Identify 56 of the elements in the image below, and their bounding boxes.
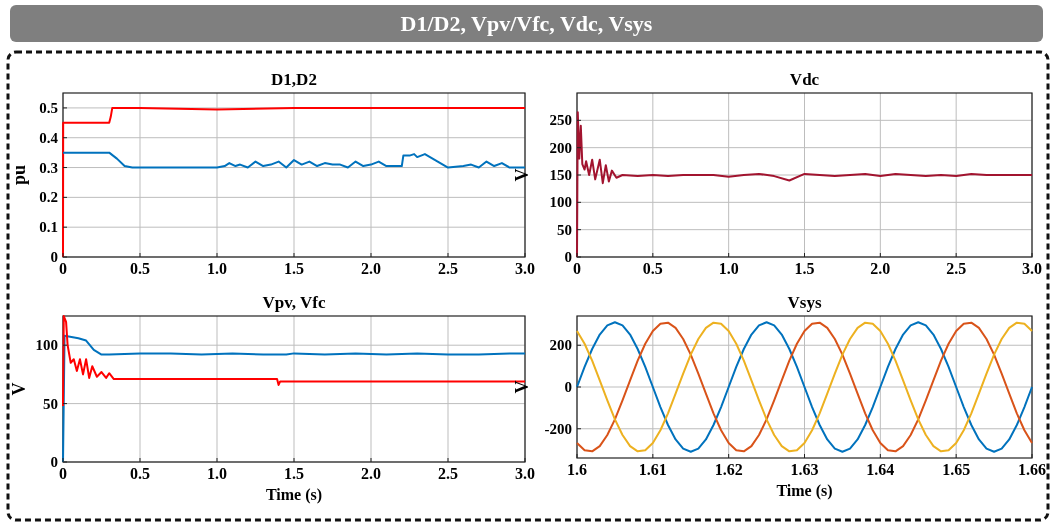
x-axis-title: Time (s) <box>265 486 323 504</box>
y-axis-title: pu <box>9 164 29 186</box>
x-tick-label: 1.65 <box>942 461 971 478</box>
y-tick-label: 0 <box>564 379 572 395</box>
y-tick-label: 200 <box>549 139 572 156</box>
y-tick-label: 0 <box>50 249 58 265</box>
x-tick-label: 2.5 <box>438 260 458 277</box>
y-tick-label: 0.4 <box>39 129 59 146</box>
y-tick-label: 0.2 <box>39 189 58 206</box>
chart-title: Vdc <box>789 70 820 89</box>
x-tick-label: 1.63 <box>790 461 819 478</box>
y-axis-title: V <box>512 380 532 394</box>
x-tick-label: 1.5 <box>284 260 304 277</box>
y-tick-label: -200 <box>544 420 572 437</box>
y-tick-label: 200 <box>549 337 572 354</box>
y-tick-label: 0.5 <box>39 99 58 116</box>
chart-title: D1,D2 <box>271 70 317 89</box>
y-tick-label: 50 <box>43 395 58 412</box>
x-tick-label: 1.64 <box>866 461 895 478</box>
y-tick-label: 100 <box>35 337 58 354</box>
line-series <box>62 315 526 407</box>
x-tick-label: 0.5 <box>130 260 150 277</box>
x-axis-title: Time (s) <box>776 482 833 500</box>
x-tick-label: 1.5 <box>284 465 304 482</box>
y-tick-label: 0.1 <box>39 219 58 236</box>
x-tick-label: 1.0 <box>207 465 227 482</box>
chart-title: Vsys <box>787 293 822 312</box>
x-tick-label: 1.5 <box>794 260 815 277</box>
x-tick-label: 1.0 <box>207 260 227 277</box>
text: D1/D2, Vpv/Vfc, Vdc, Vsys <box>400 11 653 36</box>
x-tick-label: 2.0 <box>870 260 891 277</box>
line-series <box>62 151 526 169</box>
chart-title: Vpv, Vfc <box>262 293 326 312</box>
y-axis-title: V <box>9 382 29 396</box>
y-tick-label: 100 <box>549 194 572 211</box>
y-tick-label: 150 <box>549 167 572 183</box>
x-tick-label: 1.61 <box>638 461 667 478</box>
x-tick-label: 1.62 <box>714 461 743 478</box>
y-tick-label: 50 <box>557 221 572 238</box>
x-tick-label: 3.0 <box>1022 260 1042 277</box>
line-series <box>576 321 1033 453</box>
y-axis-title: V <box>512 168 532 182</box>
x-tick-label: 2.0 <box>361 465 381 482</box>
y-tick-label: 0.3 <box>39 159 58 176</box>
x-tick-label: 2.5 <box>438 465 458 482</box>
x-tick-label: 0.5 <box>642 260 663 277</box>
y-tick-label: 250 <box>549 112 572 129</box>
x-tick-label: 1.6 <box>567 461 587 478</box>
x-tick-label: 3.0 <box>515 465 535 482</box>
x-tick-label: 1.0 <box>718 260 739 277</box>
x-tick-label: 2.5 <box>946 260 967 277</box>
x-tick-label: 3.0 <box>515 260 535 277</box>
y-tick-label: 0 <box>564 249 572 265</box>
x-tick-label: 0.5 <box>130 465 150 482</box>
x-tick-label: 1.66 <box>1018 461 1046 478</box>
x-tick-label: 2.0 <box>361 260 381 277</box>
